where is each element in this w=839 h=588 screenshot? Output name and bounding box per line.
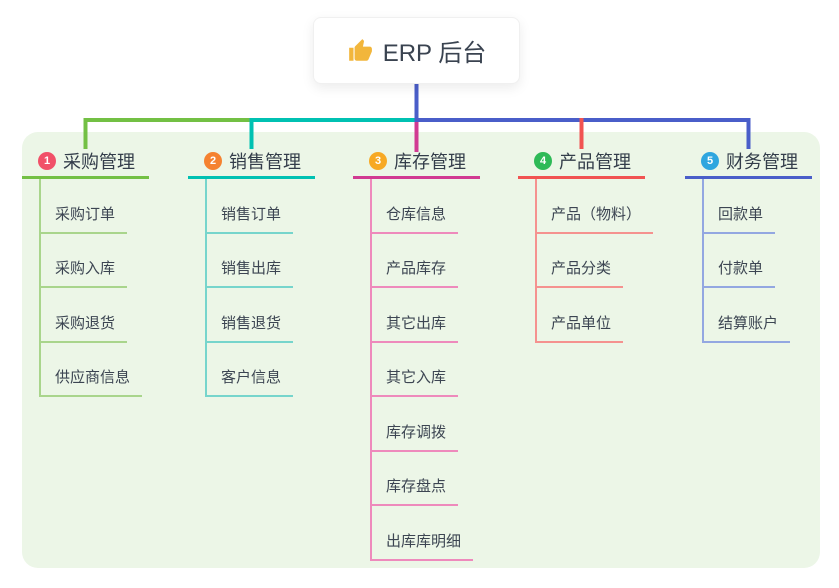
child-node-label: 销售退货: [221, 314, 282, 332]
branch-node[interactable]: 4 产品管理: [518, 146, 645, 179]
branch-number-badge: 1: [38, 152, 56, 170]
child-node[interactable]: 其它入库: [372, 343, 459, 397]
branch-column-2: 2 销售管理销售订单销售出库销售退货客户信息: [188, 146, 315, 397]
branch-children: 销售订单销售出库销售退货客户信息: [205, 179, 294, 397]
branch-node-label: 产品管理: [559, 152, 631, 172]
branches-panel: [22, 132, 820, 568]
child-node-label: 付款单: [718, 260, 764, 277]
branch-children: 仓库信息产品库存其它出库其它入库库存调拨库存盘点出库库明细: [370, 179, 474, 561]
root-node[interactable]: ERP 后台: [313, 17, 520, 84]
child-node-label: 销售出库: [221, 260, 282, 277]
branch-node[interactable]: 5 财务管理: [685, 146, 812, 179]
child-node[interactable]: 产品（物料）: [537, 179, 654, 234]
branch-number-badge: 4: [534, 152, 552, 170]
child-node[interactable]: 库存盘点: [372, 452, 459, 506]
child-node[interactable]: 结算账户: [704, 288, 791, 343]
child-node-label: 客户信息: [221, 369, 282, 386]
branch-node-label: 财务管理: [726, 152, 798, 172]
branch-column-5: 5 财务管理回款单付款单结算账户: [685, 146, 812, 343]
child-node[interactable]: 销售出库: [207, 234, 294, 288]
branch-number-badge: 5: [701, 152, 719, 170]
child-node-label: 结算账户: [718, 314, 779, 332]
child-node[interactable]: 产品分类: [537, 234, 624, 288]
branch-children: 回款单付款单结算账户: [702, 179, 791, 343]
branch-column-4: 4 产品管理产品（物料） 产品分类产品单位: [518, 146, 654, 343]
child-node[interactable]: 其它出库: [372, 288, 459, 343]
child-node-label: 产品单位: [551, 314, 612, 332]
child-node-label: 其它入库: [386, 369, 447, 386]
branch-children: 采购订单采购入库采购退货供应商信息: [39, 179, 143, 397]
child-node-label: 产品库存: [386, 260, 447, 277]
child-node-label: 销售订单: [221, 205, 282, 223]
child-node-label: 采购退货: [55, 314, 116, 332]
child-node[interactable]: 库存调拨: [372, 397, 459, 452]
child-node[interactable]: 出库库明细: [372, 506, 474, 561]
child-node[interactable]: 产品库存: [372, 234, 459, 288]
branch-node[interactable]: 2 销售管理: [188, 146, 315, 179]
child-node-label: 其它出库: [386, 314, 447, 332]
child-node-label: 采购入库: [55, 260, 116, 277]
branch-number-badge: 2: [204, 152, 222, 170]
branch-node-label: 库存管理: [394, 152, 466, 172]
child-node[interactable]: 客户信息: [207, 343, 294, 397]
branch-node-label: 采购管理: [63, 152, 135, 172]
child-node-label: 库存盘点: [386, 478, 447, 495]
child-node[interactable]: 销售订单: [207, 179, 294, 234]
child-node[interactable]: 采购入库: [41, 234, 128, 288]
branch-number-badge: 3: [369, 152, 387, 170]
child-node[interactable]: 产品单位: [537, 288, 624, 343]
child-node-label: 回款单: [718, 205, 764, 223]
child-node[interactable]: 供应商信息: [41, 343, 143, 397]
child-node[interactable]: 采购退货: [41, 288, 128, 343]
child-node[interactable]: 仓库信息: [372, 179, 459, 234]
child-node-label: 出库库明细: [386, 532, 462, 550]
child-node[interactable]: 采购订单: [41, 179, 128, 234]
root-node-label: ERP 后台: [382, 40, 487, 67]
branch-children: 产品（物料） 产品分类产品单位: [535, 179, 654, 343]
child-node-label: 库存调拨: [386, 423, 447, 441]
branch-column-1: 1 采购管理采购订单采购入库采购退货供应商信息: [22, 146, 149, 397]
branch-node[interactable]: 1 采购管理: [22, 146, 149, 179]
branch-node-label: 销售管理: [229, 152, 301, 172]
child-node[interactable]: 回款单: [704, 179, 776, 234]
child-node-label: 采购订单: [55, 205, 116, 223]
child-node-label: 产品（物料）: [551, 205, 642, 223]
thumbs-up-icon: [347, 38, 373, 64]
child-node[interactable]: 付款单: [704, 234, 776, 288]
branch-column-3: 3 库存管理仓库信息产品库存其它出库其它入库库存调拨库存盘点出库库明细: [353, 146, 480, 561]
child-node-label: 供应商信息: [55, 369, 131, 386]
child-node[interactable]: 销售退货: [207, 288, 294, 343]
child-node-label: 仓库信息: [386, 205, 447, 223]
child-node-label: 产品分类: [551, 260, 612, 277]
branch-node[interactable]: 3 库存管理: [353, 146, 480, 179]
